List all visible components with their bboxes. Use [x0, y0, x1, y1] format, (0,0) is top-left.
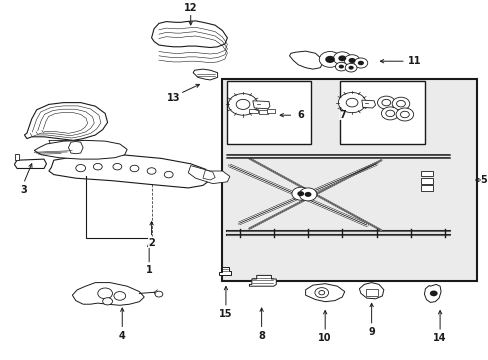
Bar: [339, 81, 425, 144]
Text: 12: 12: [183, 3, 197, 13]
Circle shape: [297, 191, 304, 196]
Circle shape: [164, 171, 173, 178]
Circle shape: [338, 93, 365, 113]
Polygon shape: [193, 69, 217, 80]
Circle shape: [102, 298, 112, 305]
Circle shape: [338, 55, 346, 61]
Circle shape: [93, 163, 102, 170]
Circle shape: [319, 51, 340, 67]
Polygon shape: [203, 170, 215, 180]
Text: 8: 8: [258, 330, 264, 341]
Circle shape: [299, 188, 316, 201]
Circle shape: [236, 99, 249, 109]
Text: 7: 7: [338, 110, 345, 120]
Circle shape: [228, 94, 257, 115]
Polygon shape: [72, 283, 144, 305]
Text: 13: 13: [166, 93, 180, 103]
Text: 9: 9: [367, 327, 374, 337]
Circle shape: [400, 111, 408, 118]
Circle shape: [348, 66, 353, 69]
Polygon shape: [424, 284, 440, 302]
Text: 3: 3: [20, 185, 27, 195]
Circle shape: [429, 291, 437, 296]
Polygon shape: [49, 155, 210, 188]
Circle shape: [377, 96, 394, 109]
Bar: [222, 79, 476, 281]
Circle shape: [396, 100, 405, 107]
Polygon shape: [305, 284, 344, 302]
Circle shape: [113, 163, 122, 170]
Polygon shape: [252, 101, 269, 109]
Circle shape: [98, 288, 112, 299]
Text: 5: 5: [480, 175, 487, 185]
Circle shape: [325, 56, 334, 63]
Polygon shape: [219, 267, 231, 275]
Circle shape: [385, 110, 394, 117]
Text: 15: 15: [219, 309, 232, 319]
Circle shape: [345, 63, 356, 72]
Circle shape: [147, 168, 156, 174]
Circle shape: [318, 291, 324, 295]
Polygon shape: [151, 21, 227, 48]
Text: 6: 6: [297, 110, 304, 120]
Circle shape: [395, 108, 413, 121]
Text: 1: 1: [145, 265, 152, 275]
Circle shape: [155, 291, 163, 297]
Polygon shape: [361, 100, 375, 108]
Polygon shape: [24, 103, 107, 140]
Circle shape: [344, 55, 359, 66]
Bar: [249, 109, 258, 113]
Circle shape: [338, 65, 343, 68]
Polygon shape: [359, 283, 383, 299]
Polygon shape: [34, 140, 127, 159]
Circle shape: [391, 97, 409, 110]
Bar: [420, 171, 432, 176]
Bar: [420, 178, 432, 184]
Polygon shape: [68, 141, 83, 154]
Bar: [365, 289, 377, 296]
Bar: [227, 81, 310, 144]
Text: 2: 2: [148, 238, 155, 248]
Polygon shape: [15, 154, 19, 160]
Bar: [266, 109, 275, 113]
Circle shape: [381, 99, 390, 106]
Polygon shape: [289, 51, 322, 69]
Circle shape: [333, 52, 350, 65]
Circle shape: [348, 58, 355, 63]
Circle shape: [346, 98, 357, 107]
Polygon shape: [15, 159, 46, 168]
Text: 10: 10: [318, 333, 331, 343]
Circle shape: [335, 62, 346, 71]
Polygon shape: [188, 166, 229, 184]
Circle shape: [291, 187, 309, 200]
Circle shape: [304, 192, 311, 197]
Circle shape: [353, 58, 367, 68]
Text: 4: 4: [119, 330, 125, 341]
Polygon shape: [49, 140, 81, 146]
Text: 11: 11: [407, 56, 421, 66]
Circle shape: [314, 288, 328, 298]
Circle shape: [76, 165, 85, 172]
Circle shape: [381, 107, 398, 120]
Bar: [420, 185, 432, 191]
Text: 14: 14: [432, 333, 446, 343]
Circle shape: [114, 292, 125, 300]
Circle shape: [130, 165, 139, 172]
Circle shape: [357, 61, 363, 65]
Bar: [259, 110, 267, 114]
Polygon shape: [249, 275, 276, 286]
